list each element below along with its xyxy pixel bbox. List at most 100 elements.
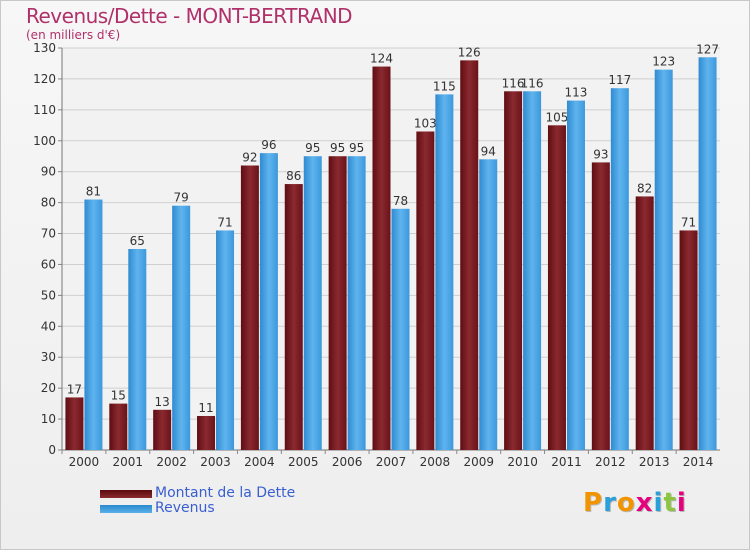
bar-revenus xyxy=(303,156,322,450)
legend-label-dette: Montant de la Dette xyxy=(155,485,296,501)
logo-letter: r xyxy=(603,488,617,518)
bar-revenus xyxy=(566,100,585,451)
data-label-revenus: 71 xyxy=(217,215,232,229)
data-label-revenus: 94 xyxy=(481,144,496,158)
bar-dette xyxy=(635,196,654,450)
data-label-dette: 15 xyxy=(111,389,126,403)
y-tick-label: 130 xyxy=(33,41,56,55)
bar-dette xyxy=(372,66,391,451)
x-tick-label: 2008 xyxy=(420,455,451,469)
x-tick-label: 2013 xyxy=(639,455,670,469)
data-label-revenus: 116 xyxy=(521,76,544,90)
bar-revenus xyxy=(259,153,278,450)
y-tick-label: 0 xyxy=(48,443,56,457)
data-label-revenus: 95 xyxy=(349,141,364,155)
data-label-revenus: 96 xyxy=(261,138,276,152)
bar-revenus xyxy=(654,69,673,451)
data-label-dette: 116 xyxy=(502,76,525,90)
data-label-revenus: 81 xyxy=(86,185,101,199)
bar-dette xyxy=(460,60,479,450)
x-tick-label: 2009 xyxy=(463,455,494,469)
x-tick-label: 2012 xyxy=(595,455,626,469)
y-tick-label: 30 xyxy=(41,350,56,364)
bar-dette xyxy=(240,165,259,450)
data-label-revenus: 123 xyxy=(652,55,675,69)
logo-letter: i xyxy=(653,488,664,518)
data-label-dette: 82 xyxy=(637,181,652,195)
x-tick-label: 2014 xyxy=(683,455,714,469)
bar-revenus xyxy=(479,159,498,451)
bar-dette xyxy=(416,131,435,450)
chart-title: Revenus/Dette - MONT-BERTRAND xyxy=(26,4,353,28)
data-label-dette: 93 xyxy=(593,147,608,161)
logo-letter: x xyxy=(635,488,654,518)
plot-area xyxy=(62,48,720,450)
y-tick-label: 90 xyxy=(41,165,56,179)
bar-dette xyxy=(153,409,172,450)
x-tick-label: 2010 xyxy=(507,455,538,469)
bar-dette xyxy=(284,184,303,451)
data-label-dette: 86 xyxy=(286,169,301,183)
data-label-dette: 71 xyxy=(681,215,696,229)
logo-letter: t xyxy=(663,488,677,518)
data-label-revenus: 65 xyxy=(130,234,145,248)
bar-revenus xyxy=(610,88,629,450)
data-label-revenus: 115 xyxy=(433,79,456,93)
bar-dette xyxy=(109,403,128,450)
data-label-revenus: 127 xyxy=(696,42,719,56)
data-label-dette: 11 xyxy=(198,401,213,415)
y-tick-label: 60 xyxy=(41,257,56,271)
x-tick-label: 2000 xyxy=(69,455,100,469)
bar-dette xyxy=(328,156,347,450)
bar-dette xyxy=(679,230,698,450)
data-label-revenus: 79 xyxy=(174,191,189,205)
legend-swatch-dette xyxy=(100,490,152,498)
chart-subtitle: (en milliers d'€) xyxy=(26,28,121,42)
bar-revenus xyxy=(391,208,410,450)
data-label-revenus: 95 xyxy=(305,141,320,155)
y-tick-label: 80 xyxy=(41,196,56,210)
y-tick-label: 50 xyxy=(41,288,56,302)
bar-revenus xyxy=(84,199,103,450)
x-tick-label: 2006 xyxy=(332,455,363,469)
data-label-dette: 95 xyxy=(330,141,345,155)
bar-revenus xyxy=(347,156,366,450)
data-label-dette: 124 xyxy=(370,52,393,66)
x-tick-label: 2007 xyxy=(376,455,407,469)
x-tick-label: 2003 xyxy=(200,455,231,469)
bar-dette xyxy=(547,125,566,451)
data-label-revenus: 113 xyxy=(565,86,588,100)
x-tick-label: 2001 xyxy=(113,455,144,469)
y-tick-label: 70 xyxy=(41,227,56,241)
y-tick-label: 120 xyxy=(33,72,56,86)
data-label-dette: 103 xyxy=(414,116,437,130)
bar-revenus xyxy=(523,91,542,451)
bar-revenus xyxy=(698,57,717,451)
y-tick-label: 20 xyxy=(41,381,56,395)
bar-dette xyxy=(197,415,216,450)
x-tick-label: 2011 xyxy=(551,455,582,469)
bar-dette xyxy=(504,91,523,451)
data-label-revenus: 78 xyxy=(393,194,408,208)
data-label-dette: 126 xyxy=(458,45,481,59)
bar-revenus xyxy=(216,230,235,450)
logo-letter: i xyxy=(676,488,687,518)
y-tick-label: 10 xyxy=(41,412,56,426)
bar-revenus xyxy=(172,205,191,450)
x-tick-label: 2005 xyxy=(288,455,319,469)
legend-swatch-revenus xyxy=(100,505,152,513)
logo-letter: o xyxy=(616,488,636,518)
data-label-revenus: 117 xyxy=(608,73,631,87)
data-label-dette: 13 xyxy=(155,395,170,409)
x-tick-label: 2002 xyxy=(156,455,187,469)
x-tick-label: 2004 xyxy=(244,455,275,469)
y-tick-label: 100 xyxy=(33,134,56,148)
bar-revenus xyxy=(435,94,454,450)
data-label-dette: 105 xyxy=(546,110,569,124)
proxiti-logo: Proxiti xyxy=(583,488,687,518)
y-tick-label: 110 xyxy=(33,103,56,117)
data-label-dette: 17 xyxy=(67,382,82,396)
data-label-dette: 92 xyxy=(242,151,257,165)
bar-dette xyxy=(65,397,84,450)
